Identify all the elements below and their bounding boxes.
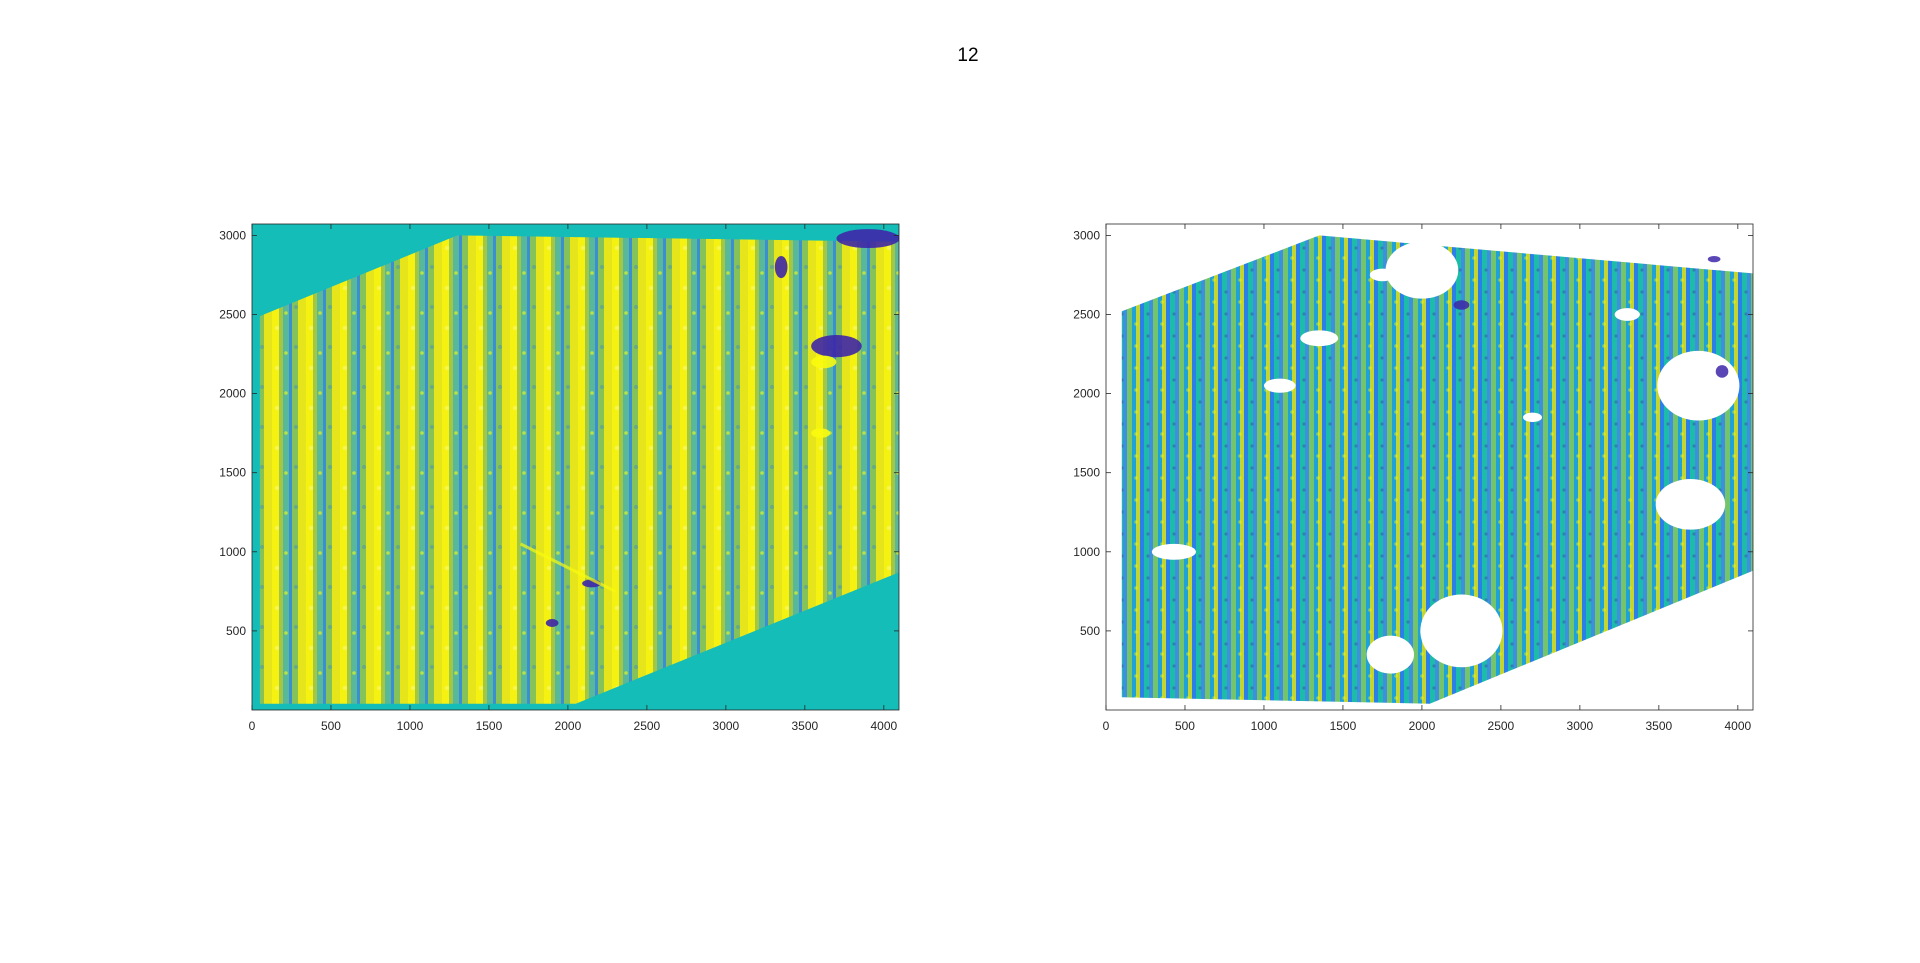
masked-region xyxy=(1300,330,1339,347)
image-region xyxy=(259,235,899,704)
texture-blob xyxy=(811,355,837,369)
masked-region xyxy=(1369,268,1396,282)
y-tick-label: 2500 xyxy=(1073,307,1100,321)
masked-region xyxy=(1655,479,1726,530)
texture-blob xyxy=(774,255,788,279)
x-tick-label: 0 xyxy=(1103,719,1110,733)
masked-region xyxy=(1151,543,1197,560)
y-tick-label: 1500 xyxy=(219,466,246,480)
right-panel: 0 500 1000 1500 2000 2500 3000 3500 4000 500 1000 1… xyxy=(1073,223,1754,733)
y-tick-label: 3000 xyxy=(1073,228,1100,242)
x-tick-label: 3000 xyxy=(713,719,740,733)
masked-region xyxy=(1523,412,1542,423)
y-tick-label: 1500 xyxy=(1073,466,1100,480)
texture-blob xyxy=(545,619,559,627)
y-tick-label: 3000 xyxy=(219,228,246,242)
y-tick-label: 1000 xyxy=(219,545,246,559)
texture-blob xyxy=(811,335,862,358)
x-tick-label: 2000 xyxy=(1409,719,1436,733)
texture-streak xyxy=(519,542,616,593)
y-tick-label: 2000 xyxy=(219,387,246,401)
texture-blob xyxy=(811,428,831,438)
figure-title: 12 xyxy=(957,45,978,66)
plot-area xyxy=(252,224,899,710)
masked-region xyxy=(1263,378,1296,393)
texture-blob xyxy=(836,229,899,249)
masked-region xyxy=(1657,350,1740,421)
x-tick-label: 2500 xyxy=(1488,719,1515,733)
x-tick-label: 500 xyxy=(321,719,341,733)
x-tick-label: 1000 xyxy=(1251,719,1278,733)
x-tick-label: 4000 xyxy=(1724,719,1751,733)
y-tick-label: 500 xyxy=(226,624,246,638)
masked-region xyxy=(1366,635,1415,674)
y-tick-label: 500 xyxy=(1080,624,1100,638)
x-tick-label: 2500 xyxy=(634,719,661,733)
image-region xyxy=(1121,235,1753,704)
texture-blob xyxy=(1715,365,1729,378)
x-tick-label: 3500 xyxy=(1646,719,1673,733)
x-tick-label: 4000 xyxy=(870,719,897,733)
masked-region xyxy=(1385,241,1459,299)
x-tick-label: 3000 xyxy=(1567,719,1594,733)
y-tick-label: 2000 xyxy=(1073,387,1100,401)
y-tick-label: 1000 xyxy=(1073,545,1100,559)
axes-box xyxy=(1105,223,1754,711)
x-tick-label: 0 xyxy=(249,719,256,733)
texture-blob xyxy=(1707,255,1721,263)
axes-box xyxy=(251,223,900,711)
masked-region xyxy=(1614,308,1640,321)
masked-region xyxy=(1420,594,1503,668)
x-tick-label: 1000 xyxy=(397,719,424,733)
y-tick-label: 2500 xyxy=(219,307,246,321)
x-tick-label: 1500 xyxy=(476,719,503,733)
x-tick-label: 2000 xyxy=(555,719,582,733)
left-panel: 0 500 1000 1500 2000 2500 3000 3500 4000 500 1000 1… xyxy=(219,223,900,733)
x-tick-label: 500 xyxy=(1175,719,1195,733)
plot-area xyxy=(1106,224,1753,710)
x-tick-label: 1500 xyxy=(1330,719,1357,733)
x-tick-label: 3500 xyxy=(792,719,819,733)
texture-blob xyxy=(1453,300,1470,310)
